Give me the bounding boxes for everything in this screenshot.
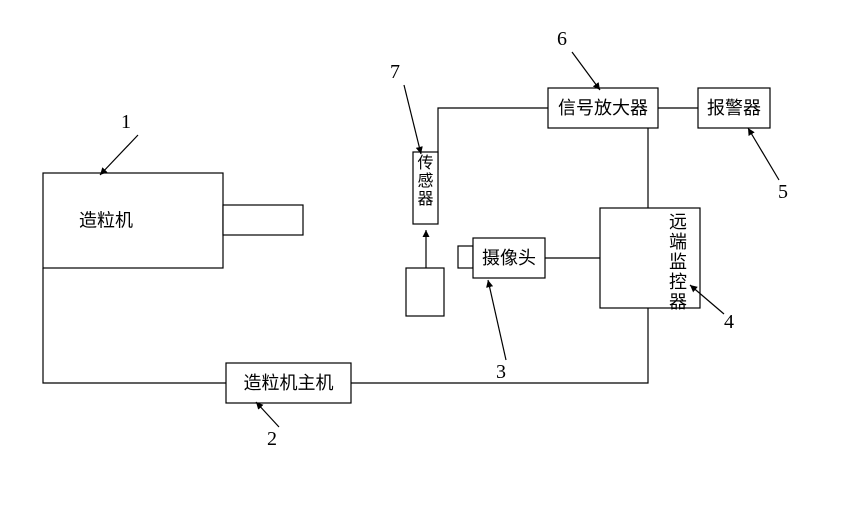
- amplifier-label: 信号放大器: [558, 98, 648, 118]
- remote-monitor-label: 远端监控器: [669, 212, 687, 312]
- camera-label: 摄像头: [482, 248, 536, 268]
- callout-3: 3: [496, 361, 506, 383]
- callout-6: 6: [557, 28, 567, 50]
- callout-2: 2: [267, 428, 277, 450]
- sensor-label: 传感器: [417, 154, 433, 208]
- callout-7: 7: [390, 61, 400, 83]
- callout-1: 1: [121, 111, 131, 133]
- granulator-host-label: 造粒机主机: [244, 373, 334, 393]
- callout-5: 5: [778, 181, 788, 203]
- granulator-label: 造粒机: [79, 211, 133, 231]
- callout-4: 4: [724, 311, 734, 333]
- alarm-label: 报警器: [707, 98, 761, 118]
